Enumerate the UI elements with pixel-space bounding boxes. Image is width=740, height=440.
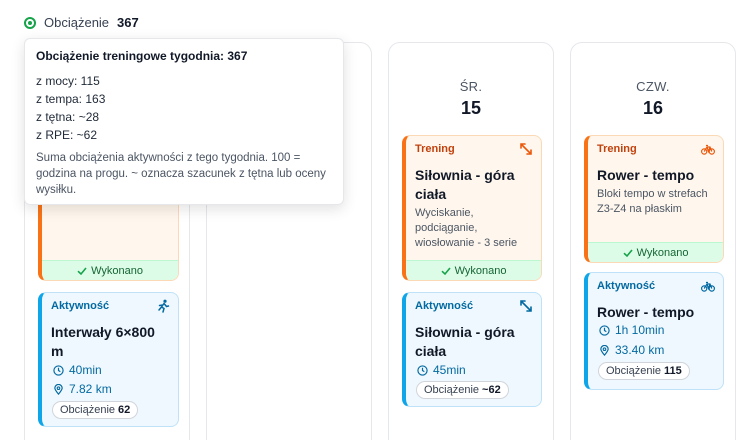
check-icon — [77, 266, 87, 275]
check-icon — [441, 266, 451, 275]
clock-icon — [417, 364, 428, 376]
run-icon — [158, 299, 170, 313]
load-ring-icon — [24, 16, 36, 29]
location-pin-icon — [54, 383, 63, 395]
training-title: Rower - tempo — [597, 167, 695, 183]
tooltip-power-load: z mocy: 115 — [36, 74, 100, 88]
training-tag: Trening — [597, 143, 637, 155]
completed-status: Wykonano — [588, 242, 723, 262]
training-card[interactable]: Trening Siłownia - góra ciała Wyciskanie… — [402, 135, 542, 281]
tooltip-title: Obciążenie treningowe tygodnia: 367 — [36, 49, 248, 63]
tooltip-rpe-load: z RPE: ~62 — [36, 128, 98, 142]
tooltip-pace-load: z tempa: 163 — [36, 92, 106, 106]
completed-status: Wykonano — [406, 260, 541, 280]
load-value: 367 — [117, 15, 139, 30]
check-icon — [623, 248, 633, 257]
training-description: Bloki tempo w strefach Z3-Z4 na płaskim — [597, 188, 708, 215]
bike-icon — [701, 281, 715, 292]
day-name: CZW. — [636, 79, 670, 94]
activity-duration: 40min — [53, 363, 102, 377]
load-badge: Obciążenie ~62 — [416, 381, 509, 399]
training-tag: Trening — [415, 143, 455, 155]
activity-tag: Aktywność — [415, 300, 474, 312]
day-name: ŚR. — [459, 79, 483, 94]
activity-tag: Aktywność — [597, 280, 656, 292]
bike-icon — [701, 144, 715, 155]
clock-icon — [599, 324, 610, 336]
tooltip-note: Suma obciążenia aktywności z tego tygodn… — [36, 152, 326, 196]
location-pin-icon — [600, 344, 609, 356]
training-title: Siłownia - góra ciała — [415, 167, 515, 202]
tooltip-hr-load: z tętna: ~28 — [36, 110, 100, 124]
activity-title: Rower - tempo — [597, 304, 695, 320]
completed-status: Wykonano — [42, 260, 178, 280]
activity-tag: Aktywność — [51, 300, 110, 312]
weekly-load-summary[interactable]: Obciążenie 367 — [24, 15, 139, 30]
activity-title: Interwały 6×800 m — [51, 324, 155, 359]
load-badge: Obciążenie 62 — [52, 401, 139, 419]
training-description: Wyciskanie, podciąganie, wiosłowanie - 3… — [415, 207, 518, 249]
activity-duration: 1h 10min — [599, 323, 664, 337]
strength-icon — [520, 143, 532, 155]
day-number: 15 — [460, 98, 482, 118]
load-label: Obciążenie — [44, 15, 110, 30]
activity-duration: 45min — [417, 363, 466, 377]
activity-distance: 7.82 km — [53, 382, 112, 396]
day-number: 16 — [642, 98, 664, 118]
clock-icon — [53, 364, 64, 376]
strength-icon — [520, 300, 532, 312]
activity-title: Siłownia - góra ciała — [415, 324, 515, 359]
activity-distance: 33.40 km — [599, 343, 664, 357]
load-badge: Obciążenie 115 — [598, 362, 690, 380]
activity-card[interactable]: Aktywność Rower - tempo 1h 10min 33.40 k… — [584, 272, 724, 390]
day-column-3: ŚR. 15 Trening Siłownia - góra ciała Wyc… — [388, 42, 554, 440]
day-column-4: CZW. 16 Trening Rower - tempo Bloki temp… — [570, 42, 736, 440]
weekly-load-tooltip: Obciążenie treningowe tygodnia: 367 z mo… — [24, 38, 344, 205]
training-card[interactable]: Trening Rower - tempo Bloki tempo w stre… — [584, 135, 724, 263]
activity-card[interactable]: Aktywność Interwały 6×800 m 40min 7.82 k… — [38, 292, 179, 427]
activity-card[interactable]: Aktywność Siłownia - góra ciała 45min Ob… — [402, 292, 542, 407]
